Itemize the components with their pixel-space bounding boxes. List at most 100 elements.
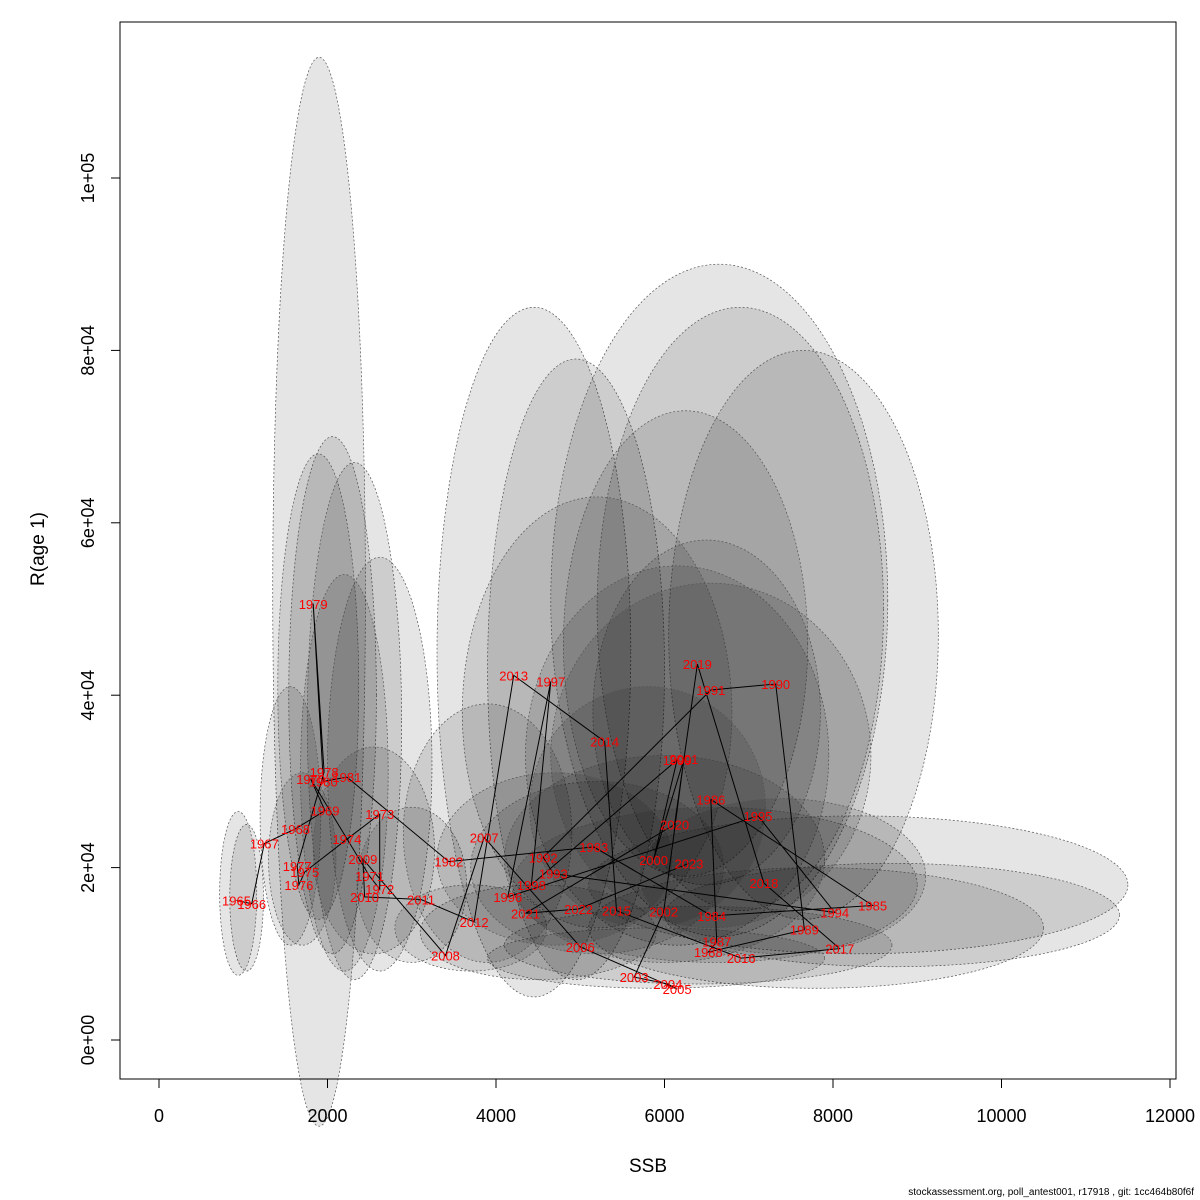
year-label: 2023 [674,856,703,871]
year-label: 1975 [290,865,319,880]
year-label: 1981 [332,770,361,785]
year-label: 1978 [310,765,339,780]
y-tick-label: 1e+05 [78,153,98,204]
x-axis: 0 2000 4000 6000 8000 10000 12000 [154,1078,1195,1126]
y-axis: 0e+00 2e+04 4e+04 6e+04 8e+04 1e+05 [78,153,121,1066]
year-label: 2009 [348,852,377,867]
confidence-ellipse [219,811,258,976]
year-label: 1982 [434,855,463,870]
year-label: 1993 [539,867,568,882]
year-label: 2005 [663,982,692,997]
y-tick-label: 0e+00 [78,1015,98,1066]
year-label: 1984 [697,909,726,924]
year-label: 1979 [299,597,328,612]
x-tick-label: 2000 [307,1106,347,1126]
y-tick-label: 2e+04 [78,842,98,893]
confidence-ellipse [300,574,389,972]
confidence-ellipse [402,703,573,963]
year-label: 1965 [222,893,251,908]
year-label: 2017 [825,942,854,957]
x-axis-title: SSB [629,1156,667,1177]
confidence-ellipse [504,906,893,985]
year-label: 1990 [761,677,790,692]
year-label: 2000 [639,853,668,868]
year-label: 2012 [460,915,489,930]
year-label: 1970 [296,772,325,787]
year-label: 2001 [669,752,698,767]
confidence-ellipse [588,815,1129,955]
y-axis-title: R(age 1) [28,512,49,586]
x-tick-label: 10000 [976,1106,1026,1126]
year-label: 2013 [499,668,528,683]
year-label: 2004 [653,977,682,992]
year-label: 2016 [727,951,756,966]
x-tick-label: 8000 [813,1106,853,1126]
confidence-ellipse [512,806,918,963]
year-label: 2008 [431,949,460,964]
year-label: 1968 [281,822,310,837]
confidence-ellipse [272,56,366,1127]
y-tick-label: 4e+04 [78,670,98,721]
y-tick-label: 6e+04 [78,498,98,549]
trajectory-line [236,603,875,990]
confidence-ellipse [596,306,884,912]
year-label: 1983 [579,840,608,855]
confidence-ellipse [668,350,939,920]
year-label: 2021 [511,906,540,921]
confidence-ellipse [327,556,433,972]
year-label: 1986 [696,793,725,808]
year-label: 1985 [858,899,887,914]
year-label: 1989 [790,923,819,938]
trajectory-lines [236,603,875,990]
confidence-ellipse [436,772,674,946]
y-tick-label: 8e+04 [78,325,98,376]
x-tick-label: 6000 [644,1106,684,1126]
confidence-ellipse [419,884,657,981]
confidence-ellipse [461,496,733,929]
year-label: 1998 [517,878,546,893]
x-tick-label: 4000 [476,1106,516,1126]
year-label: 1966 [237,897,266,912]
confidence-ellipse [259,686,322,946]
year-label: 1988 [694,945,723,960]
year-label: 1987 [702,935,731,950]
year-label: 1995 [744,809,773,824]
year-label: 1994 [820,905,849,920]
year-label: 2003 [620,970,649,985]
confidence-ellipse [664,862,1120,968]
confidence-ellipses [219,56,1129,1127]
year-label: 1977 [283,859,312,874]
confidence-ellipse [563,410,809,877]
year-label: 2019 [683,657,712,672]
year-label: 2022 [564,902,593,917]
year-label: 2015 [602,904,631,919]
year-label: 2002 [649,905,678,920]
year-label: 2006 [566,940,595,955]
confidence-ellipse [268,772,337,946]
year-label: 1967 [250,836,279,851]
x-tick-label: 12000 [1145,1106,1195,1126]
year-label: 2011 [407,892,435,907]
year-label: 2014 [590,735,619,750]
year-label: 2020 [660,818,689,833]
year-label: 2007 [470,830,499,845]
year-label: 1992 [529,850,558,865]
year-label: 1969 [311,804,340,819]
year-label: 1980 [309,774,338,789]
confidence-ellipse [592,539,821,886]
year-label: 1997 [536,674,565,689]
year-label: 1972 [365,882,394,897]
confidence-ellipse [288,436,377,955]
year-label: 1976 [284,878,313,893]
confidence-ellipse [504,755,825,963]
year-label: 1999 [663,753,692,768]
year-label: 1974 [332,832,361,847]
x-tick-label: 0 [154,1106,164,1126]
year-label: 1991 [696,683,725,698]
confidence-ellipse [306,462,402,981]
confidence-ellipse [550,582,872,929]
confidence-ellipse [229,824,264,972]
